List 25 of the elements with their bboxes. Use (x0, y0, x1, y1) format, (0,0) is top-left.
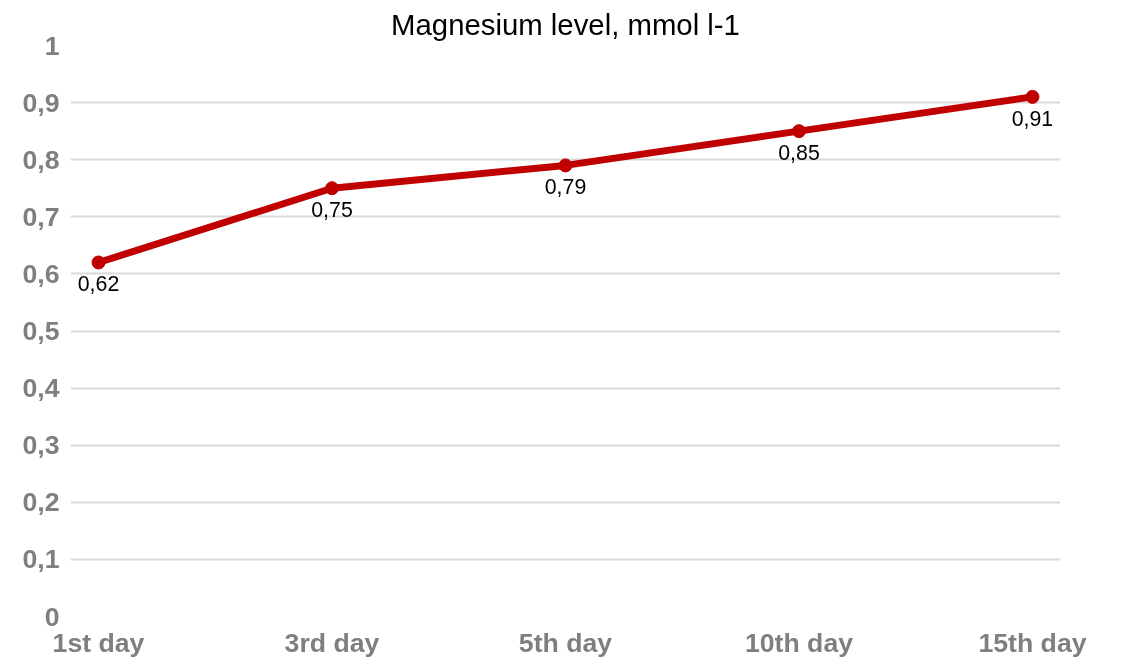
x-tick-label: 3rd day (284, 627, 380, 658)
data-label: 0,79 (544, 175, 587, 200)
y-tick-label: 0,5 (22, 316, 60, 346)
point (1025, 89, 1040, 104)
data-label: 0,62 (77, 272, 120, 297)
y-tick-label: 0,4 (22, 373, 60, 404)
y-tick-label: 0,3 (22, 430, 60, 461)
y-tick-label: 0,8 (22, 144, 60, 175)
point (325, 181, 340, 196)
point (558, 158, 573, 173)
y-tick-label: 0,2 (22, 487, 60, 518)
x-tick-label: 5th day (518, 627, 613, 658)
data-label: 0,91 (1011, 106, 1054, 131)
chart-title: Magnesium level, mmol l-1 (391, 7, 740, 41)
y-tick-label: 0,1 (22, 544, 60, 575)
data-label: 0,75 (311, 198, 353, 223)
y-tick-label: 1 (44, 30, 60, 61)
x-tick-label: 15th day (978, 627, 1087, 658)
x-tick-label: 10th day (744, 627, 854, 658)
y-tick-label: 0,9 (22, 87, 60, 118)
y-tick-label: 0,7 (22, 201, 60, 232)
point (91, 255, 106, 270)
y-tick-label: 0,6 (22, 258, 60, 289)
point (791, 124, 806, 139)
data-label: 0,85 (778, 141, 820, 166)
